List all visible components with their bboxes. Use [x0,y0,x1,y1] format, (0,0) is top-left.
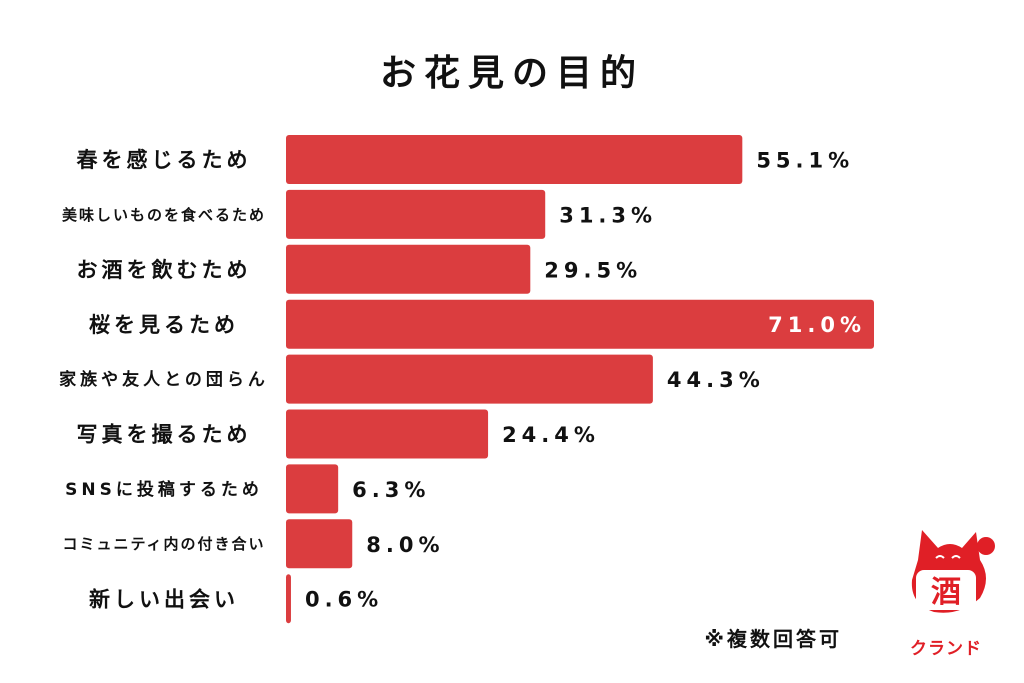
bar-2 [286,244,531,294]
bar-0 [286,135,743,184]
multiple-answer-note: ※複数回答可 [705,627,842,651]
logo-name: クランド [910,639,982,659]
category-label-7: コミュニティ内の付き合い [62,535,265,553]
category-label-6: SNSに投稿するため [65,479,263,500]
category-label-3: 桜を見るため [89,313,239,337]
category-label-8: 新しい出会い [89,587,239,611]
bar-3 [286,299,874,349]
maneki-neko-icon: 酒 [911,530,995,613]
bar-1 [286,189,546,239]
bar-6 [286,464,339,514]
bar-5 [286,409,489,459]
bars-group: 春を感じるため 55.1% 美味しいものを食べるため 31.3% お酒を飲むため 29.5… [59,135,874,624]
kurand-logo: 酒 クランド [910,530,995,659]
chart-title: お花見の目的 [380,53,644,94]
value-label-0: 55.1% [756,149,854,173]
bar-4 [286,354,653,404]
value-label-8: 0.6% [305,588,383,612]
category-label-2: お酒を飲むため [77,258,252,282]
value-label-7: 8.0% [366,533,444,557]
logo-kanji: 酒 [931,575,961,610]
value-label-5: 24.4% [502,423,600,447]
value-label-1: 31.3% [559,203,657,227]
bar-7 [286,519,353,569]
value-label-4: 44.3% [667,368,765,392]
category-label-5: 写真を撮るため [77,423,252,447]
category-label-0: 春を感じるため [77,148,252,172]
bar-8 [286,574,291,624]
category-label-4: 家族や友人との団らん [59,369,269,390]
value-label-2: 29.5% [544,258,642,282]
value-label-3: 71.0% [768,313,866,337]
value-label-6: 6.3% [352,478,430,502]
category-label-1: 美味しいものを食べるため [62,206,266,224]
